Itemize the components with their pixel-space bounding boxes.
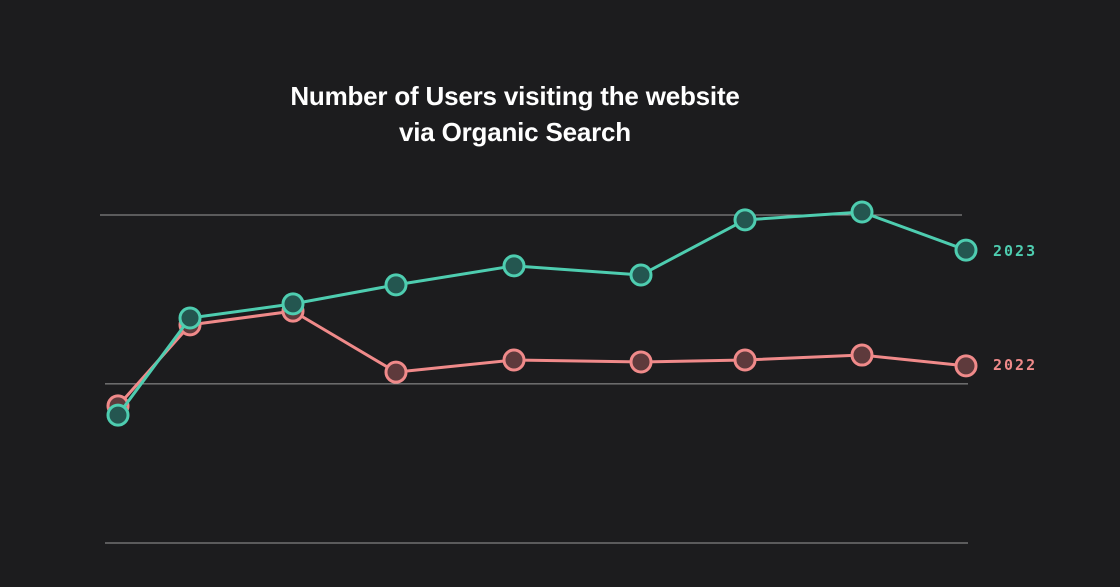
chart-title: Number of Users visiting the website via…: [0, 78, 1030, 150]
data-point-2023: [281, 292, 305, 316]
data-point-2023: [106, 403, 130, 427]
data-point-2023: [954, 238, 978, 262]
data-point-2022: [502, 348, 526, 372]
data-point-2023: [629, 263, 653, 287]
chart-title-line1: Number of Users visiting the website: [290, 81, 740, 111]
chart-title-line2: via Organic Search: [399, 117, 631, 147]
data-point-2023: [384, 273, 408, 297]
data-point-2023: [178, 306, 202, 330]
data-point-2022: [733, 348, 757, 372]
data-point-2023: [850, 200, 874, 224]
legend-label-2022: 2022: [993, 356, 1037, 374]
data-point-2022: [850, 343, 874, 367]
data-point-2022: [954, 354, 978, 378]
series-line-2023: [116, 210, 967, 416]
data-point-2022: [629, 350, 653, 374]
data-point-2023: [502, 254, 526, 278]
series-line-2022: [116, 309, 967, 407]
legend-label-2023: 2023: [993, 242, 1037, 260]
data-point-2022: [384, 360, 408, 384]
data-point-2023: [733, 208, 757, 232]
